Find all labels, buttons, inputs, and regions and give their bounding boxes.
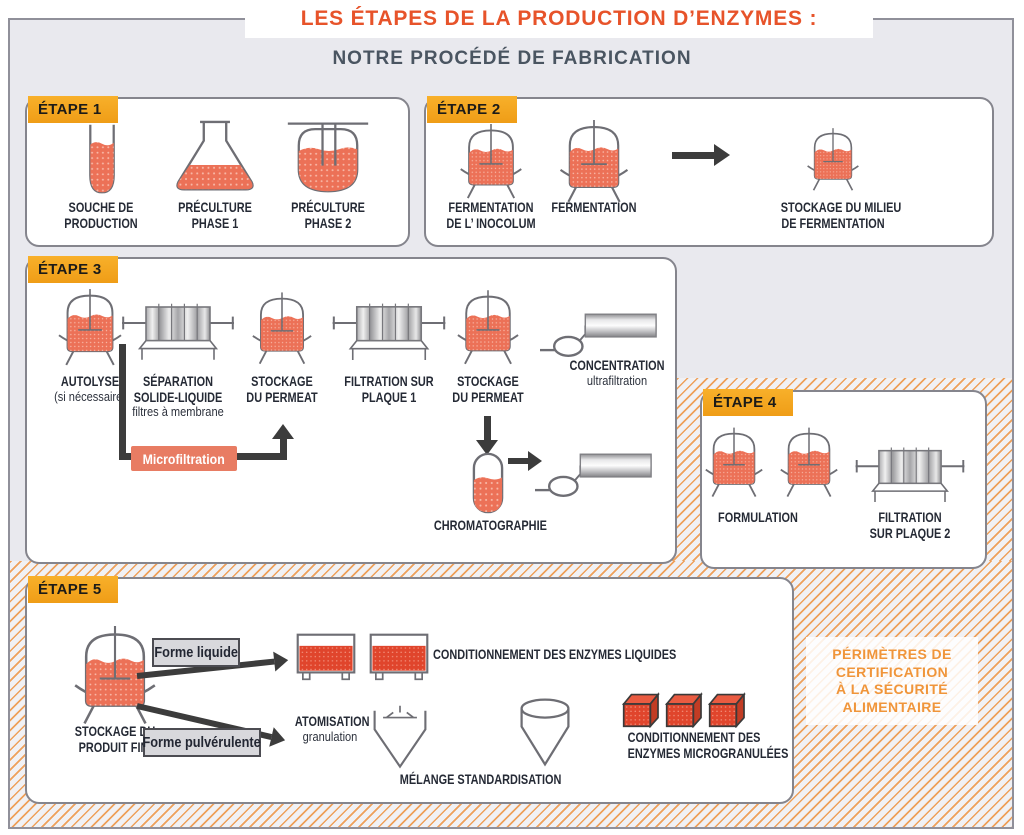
plate-filter-icon bbox=[330, 302, 448, 360]
stage3-box bbox=[25, 257, 677, 564]
down-arrow-shaft bbox=[484, 416, 491, 440]
stage4-tag: ÉTAPE 4 bbox=[703, 389, 793, 416]
label-filtration-plaque-1: FILTRATION SUR PLAQUE 1 bbox=[344, 373, 434, 405]
membrane-filter-icon bbox=[122, 302, 234, 360]
stage5-box bbox=[25, 577, 794, 804]
label-fermentation-inocolum: FERMENTATION DE L’ INOCOLUM bbox=[446, 199, 536, 231]
stage2-box bbox=[424, 97, 994, 247]
label-fermentation: FERMENTATION bbox=[551, 199, 637, 215]
arrow-head-icon bbox=[476, 440, 498, 455]
label-souche-de-production: SOUCHE DE PRODUCTION bbox=[64, 199, 138, 231]
label-formulation: FORMULATION bbox=[718, 509, 798, 525]
forme-pulverulente-badge: Forme pulvérulente bbox=[143, 728, 261, 757]
plate-filter-icon bbox=[845, 446, 975, 502]
microfiltration-pipe-vertical bbox=[119, 344, 126, 460]
arrow-head-icon bbox=[528, 451, 542, 471]
fermenter-icon bbox=[806, 128, 860, 192]
label-stockage-permeat-1: STOCKAGE DU PERMEAT bbox=[246, 373, 318, 405]
chromatography-column-icon bbox=[472, 452, 504, 514]
fermenter-icon bbox=[556, 120, 632, 204]
fermenter-icon bbox=[458, 124, 524, 200]
test-tube-icon bbox=[83, 123, 121, 195]
microgranule-cube-icon bbox=[620, 692, 660, 728]
label-melange-standardisation: MÉLANGE STANDARDISATION bbox=[399, 771, 562, 787]
stage1-tag: ÉTAPE 1 bbox=[28, 96, 118, 123]
stage5-tag: ÉTAPE 5 bbox=[28, 576, 118, 603]
mixing-vessel-icon bbox=[518, 696, 572, 768]
culture-vessel-icon bbox=[286, 118, 370, 195]
label-conditionnement-microgranulees: CONDITIONNEMENT DES ENZYMES MICROGRANULÉ… bbox=[627, 729, 789, 761]
flow-arrow-right bbox=[508, 451, 542, 471]
arrow-head-icon bbox=[273, 650, 290, 672]
label-atomisation-granulation: ATOMISATION granulation bbox=[294, 713, 370, 744]
stage3-tag: ÉTAPE 3 bbox=[28, 256, 118, 283]
label-filtration-plaque-2: FILTRATION SUR PLAQUE 2 bbox=[869, 509, 951, 541]
fermenter-icon bbox=[456, 284, 520, 372]
microfiltration-arrow-shaft bbox=[280, 438, 287, 460]
arrow-head-icon bbox=[714, 144, 730, 166]
fermenter-icon bbox=[251, 288, 313, 370]
fermenter-icon bbox=[779, 424, 839, 502]
arrow-head-icon bbox=[272, 424, 294, 439]
fermenter-icon bbox=[704, 424, 764, 502]
label-stockage-milieu: STOCKAGE DU MILIEU DE FERMENTATION bbox=[780, 199, 902, 231]
label-chromatographie: CHROMATOGRAPHIE bbox=[433, 517, 547, 533]
label-preculture-phase1: PRÉCULTURE PHASE 1 bbox=[178, 199, 252, 231]
page-title: LES ÉTAPES DE LA PRODUCTION D’ENZYMES : bbox=[300, 7, 818, 30]
fermenter-icon bbox=[57, 286, 123, 370]
certification-note: PÉRIMÈTRES DE CERTIFICATION À LA SÉCURIT… bbox=[806, 637, 978, 725]
microfiltration-badge: Microfiltration bbox=[131, 446, 237, 471]
liquid-tank-icon bbox=[293, 633, 359, 681]
label-conditionnement-liquides: CONDITIONNEMENT DES ENZYMES LIQUIDES bbox=[433, 646, 677, 662]
erlenmeyer-flask-icon bbox=[172, 120, 258, 195]
microgranule-cube-icon bbox=[706, 692, 746, 728]
page-subtitle: NOTRE PROCÉDÉ DE FABRICATION bbox=[332, 48, 692, 69]
atomisation-hopper-icon bbox=[368, 704, 432, 770]
label-stockage-permeat-2: STOCKAGE DU PERMEAT bbox=[452, 373, 524, 405]
ultrafiltration-icon bbox=[540, 312, 658, 358]
page-title-box: LES ÉTAPES DE LA PRODUCTION D’ENZYMES : bbox=[245, 0, 873, 38]
label-autolyse: AUTOLYSE (si nécessaire) bbox=[54, 373, 126, 404]
label-separation-solide-liquide: SÉPARATION SOLIDE-LIQUIDE filtres à memb… bbox=[132, 373, 224, 420]
stage2-tag: ÉTAPE 2 bbox=[427, 96, 517, 123]
label-concentration-ultrafiltration: CONCENTRATION ultrafiltration bbox=[569, 357, 665, 388]
microgranule-cube-icon bbox=[663, 692, 703, 728]
label-preculture-phase2: PRÉCULTURE PHASE 2 bbox=[291, 199, 365, 231]
ultrafiltration-icon bbox=[535, 452, 653, 498]
flow-arrow-right bbox=[672, 144, 730, 166]
forme-liquide-badge: Forme liquide bbox=[152, 638, 240, 667]
